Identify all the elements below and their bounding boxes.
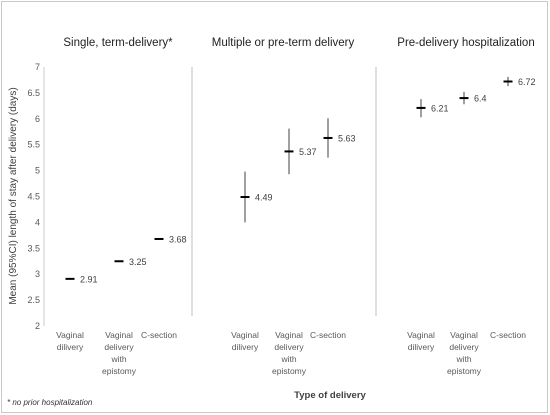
data-label: 6.4 [474, 94, 487, 104]
data-label: 6.72 [518, 77, 536, 87]
y-tick-label: 5.5 [27, 140, 40, 150]
y-axis-title: Mean (95%CI) length of stay after delive… [8, 87, 19, 304]
y-tick-label: 4.5 [27, 192, 40, 202]
data-label: 3.68 [169, 234, 187, 244]
y-tick-label: 4 [35, 217, 40, 227]
category-label: C-section [490, 330, 526, 340]
category-label-line: epistomy [447, 366, 482, 376]
panel-title: Pre-delivery hospitalization [397, 37, 534, 49]
y-tick-label: 6.5 [27, 88, 40, 98]
category-label-line: Vaginal [105, 330, 133, 340]
data-label: 2.91 [80, 274, 98, 284]
y-tick-label: 3.5 [27, 243, 40, 253]
data-label: 6.21 [431, 103, 449, 113]
data-label: 5.37 [299, 147, 317, 157]
category-label: Vaginal delivery with epistomy [102, 330, 137, 376]
panels: Single, term-delivery* 2.91 3.25 3.68 Vagina… [56, 37, 535, 376]
category-label-line: C-section [490, 330, 526, 340]
category-label-line: delivery [274, 342, 304, 352]
category-label-line: dilivery [232, 342, 259, 352]
y-tick-label: 2 [35, 321, 40, 331]
category-label-line: Vaginal [450, 330, 478, 340]
panel: Multiple or pre-term delivery 4.49 5.37 5.6… [212, 37, 356, 376]
category-label: C-section [141, 330, 177, 340]
category-label: Vaginal dilivery [231, 330, 259, 352]
category-label-line: delivery [449, 342, 479, 352]
data-label: 3.25 [129, 257, 147, 267]
category-label-line: delivery [104, 342, 134, 352]
data-label: 5.63 [338, 133, 356, 143]
category-label-line: Vaginal [407, 330, 435, 340]
category-label: C-section [310, 330, 346, 340]
category-label-line: epistomy [102, 366, 137, 376]
panel-title: Single, term-delivery* [63, 37, 173, 49]
category-label-line: Vaginal [56, 330, 84, 340]
y-tick-label: 2.5 [27, 295, 40, 305]
category-label-line: dilivery [57, 342, 84, 352]
panel-dividers [191, 67, 377, 316]
category-label: Vaginal delivery with epistomy [447, 330, 482, 376]
category-label-line: with [455, 354, 471, 364]
category-label-line: Vaginal [275, 330, 303, 340]
footnote: * no prior hospitalization [7, 398, 93, 407]
panel: Pre-delivery hospitalization 6.21 6.4 6.72 V… [397, 37, 535, 376]
category-label: Vaginal dilivery [407, 330, 435, 352]
category-label-line: C-section [310, 330, 346, 340]
y-tick-label: 6 [35, 114, 40, 124]
category-label-line: dilivery [408, 342, 435, 352]
category-label-line: Vaginal [231, 330, 259, 340]
panel-title: Multiple or pre-term delivery [212, 37, 355, 49]
y-tick-label: 7 [35, 62, 40, 72]
y-axis: 2 2.5 3 3.5 4 4.5 5 5.5 6 6.5 7 [27, 62, 45, 331]
y-tick-label: 5 [35, 166, 40, 176]
category-label: Vaginal dilivery [56, 330, 84, 352]
category-label-line: with [110, 354, 126, 364]
data-label: 4.49 [255, 193, 273, 203]
category-label-line: C-section [141, 330, 177, 340]
category-label-line: with [280, 354, 296, 364]
panel: Single, term-delivery* 2.91 3.25 3.68 Vagina… [56, 37, 186, 376]
category-label-line: epistomy [272, 366, 307, 376]
y-tick-label: 3 [35, 269, 40, 279]
category-label: Vaginal delivery with epistomy [272, 330, 307, 376]
x-axis-title: Type of delivery [294, 390, 366, 401]
